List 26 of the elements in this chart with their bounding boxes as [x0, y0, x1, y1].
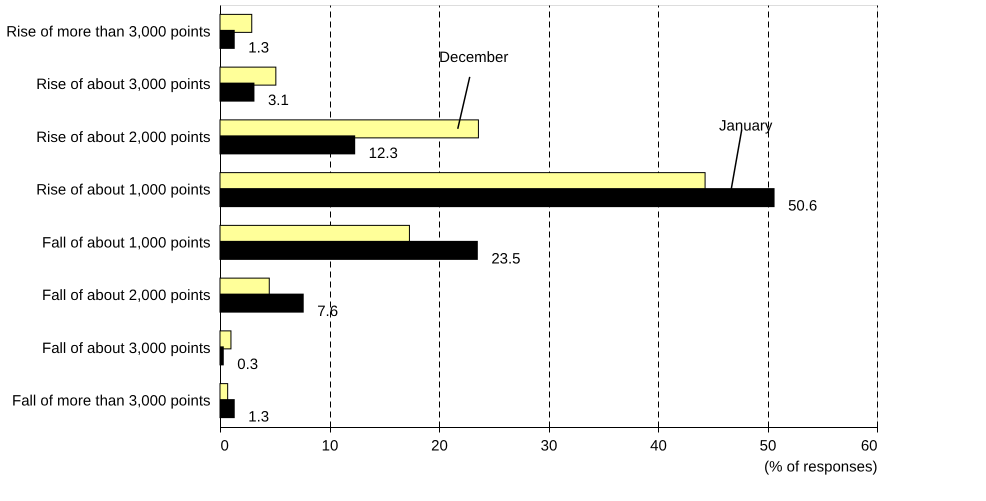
data-label: 12.3	[368, 144, 398, 162]
data-label: 50.6	[788, 198, 818, 215]
x-tick-label: 60	[860, 438, 878, 454]
y-tick-label: Rise of more than 3,000 points	[6, 23, 210, 40]
data-label: 1.3	[248, 39, 270, 56]
data-label: 23.5	[491, 250, 521, 268]
x-tick-label: 40	[650, 438, 667, 454]
text: December	[439, 48, 508, 66]
x-tick-label: 0	[220, 438, 229, 454]
data-label: 1.3	[248, 408, 270, 426]
y-tick-label: Fall of about 3,000 points	[42, 340, 210, 357]
x-tick-label: 20	[431, 438, 448, 454]
data-label: 3.1	[268, 92, 289, 110]
y-tick-label: Rise of about 1,000 points	[36, 182, 210, 199]
x-tick-label: 50	[760, 438, 776, 454]
y-tick-label: Fall of about 2,000 points	[42, 287, 210, 304]
y-tick-label: Fall of more than 3,000 points	[12, 392, 210, 410]
x-tick-label: 30	[540, 438, 558, 454]
x-tick-label: 10	[322, 438, 338, 454]
text: January	[719, 118, 773, 135]
y-tick-label: Rise of about 3,000 points	[36, 76, 210, 94]
y-tick-label: Rise of about 2,000 points	[36, 128, 210, 146]
y-tick-label: Fall of about 1,000 points	[42, 234, 210, 252]
data-label: 0.3	[237, 356, 258, 373]
x-axis-title: (% of responses)	[764, 458, 878, 476]
data-label: 7.6	[317, 303, 338, 320]
